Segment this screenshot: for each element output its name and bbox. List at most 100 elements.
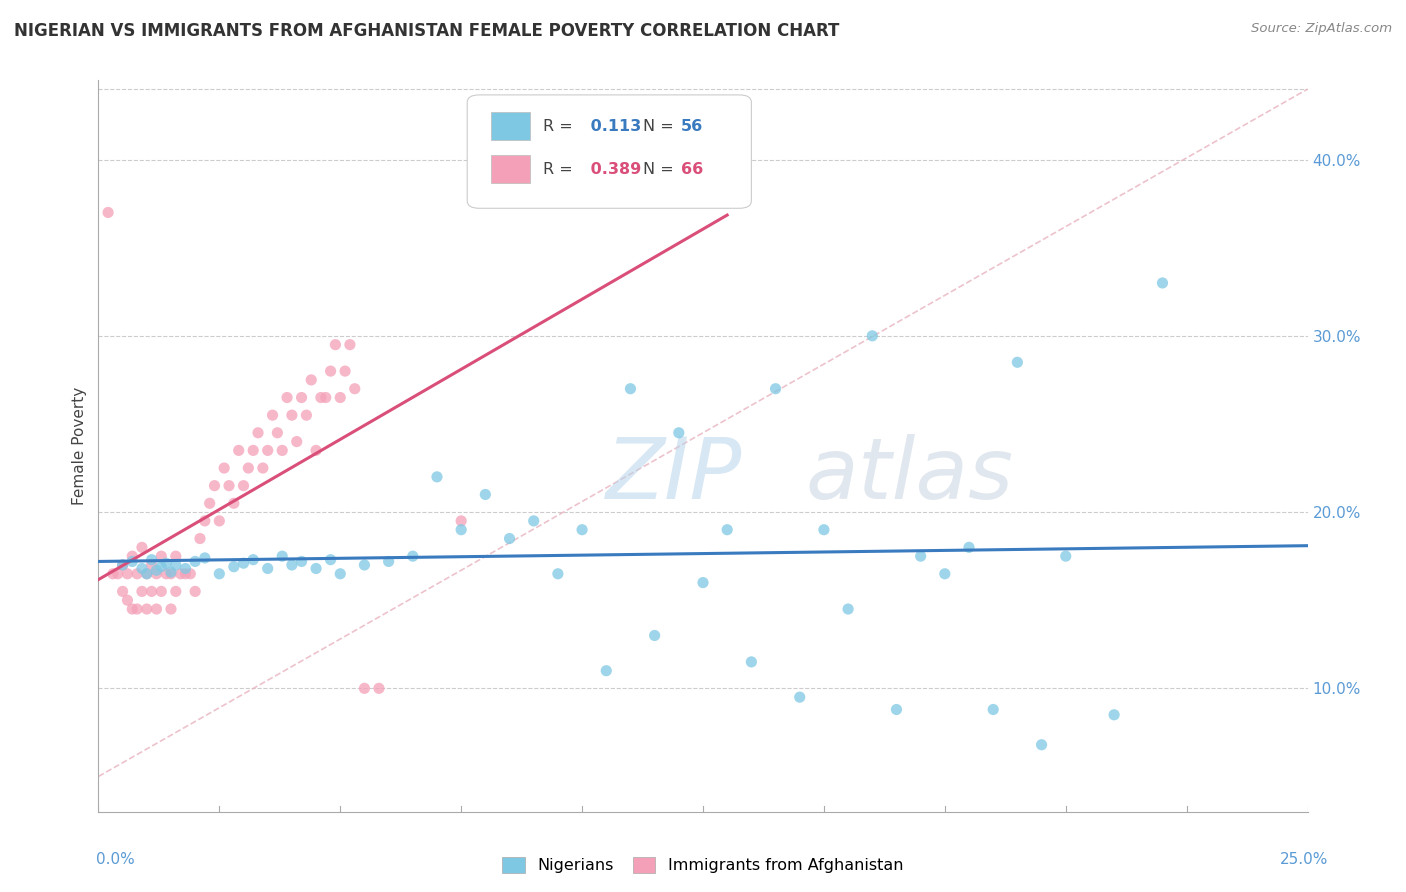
Point xyxy=(194,550,217,565)
Point xyxy=(377,554,399,568)
Point xyxy=(97,205,120,219)
Text: 0.113: 0.113 xyxy=(585,119,641,134)
Point xyxy=(155,566,177,581)
Point xyxy=(160,566,183,581)
Point xyxy=(208,566,231,581)
Point xyxy=(198,496,221,510)
Point xyxy=(111,558,134,572)
Point xyxy=(271,549,294,563)
Point xyxy=(155,556,177,570)
Point xyxy=(668,425,690,440)
Point xyxy=(765,382,787,396)
Point xyxy=(228,443,250,458)
Point xyxy=(165,558,187,572)
Point xyxy=(174,561,197,575)
Point xyxy=(595,664,617,678)
Point xyxy=(150,559,173,574)
Point xyxy=(276,391,298,405)
Point xyxy=(165,584,187,599)
Point xyxy=(319,552,342,566)
Point xyxy=(145,566,167,581)
Point xyxy=(290,554,312,568)
Point xyxy=(135,602,157,616)
Point xyxy=(315,391,337,405)
FancyBboxPatch shape xyxy=(492,155,530,183)
Point xyxy=(222,496,245,510)
Point xyxy=(402,549,425,563)
Point xyxy=(194,514,217,528)
Point xyxy=(141,584,163,599)
Point xyxy=(121,549,143,563)
Point xyxy=(860,329,883,343)
Point xyxy=(256,561,278,575)
Point xyxy=(290,391,312,405)
Point xyxy=(285,434,308,449)
Point xyxy=(131,561,153,575)
Point xyxy=(101,566,124,581)
Point xyxy=(117,593,139,607)
Point xyxy=(150,584,173,599)
FancyBboxPatch shape xyxy=(492,112,530,140)
Text: R =: R = xyxy=(543,119,574,134)
Point xyxy=(325,337,347,351)
Point xyxy=(218,478,240,492)
Point xyxy=(1007,355,1029,369)
Text: 56: 56 xyxy=(682,119,703,134)
Point xyxy=(957,541,980,555)
Text: 25.0%: 25.0% xyxy=(1281,852,1329,867)
Point xyxy=(150,549,173,563)
Point xyxy=(247,425,270,440)
Point xyxy=(329,391,352,405)
Point xyxy=(107,566,129,581)
Point xyxy=(141,552,163,566)
Point xyxy=(644,628,666,642)
Point xyxy=(131,541,153,555)
Point xyxy=(266,425,288,440)
Point xyxy=(716,523,738,537)
Point xyxy=(127,602,149,616)
Point xyxy=(981,702,1004,716)
Point xyxy=(242,552,264,566)
Point xyxy=(295,408,318,422)
Point xyxy=(135,566,157,581)
Text: 66: 66 xyxy=(682,162,703,177)
Point xyxy=(305,561,328,575)
Point xyxy=(353,681,375,696)
Text: atlas: atlas xyxy=(806,434,1014,516)
Point xyxy=(813,523,835,537)
Point xyxy=(184,584,207,599)
Point xyxy=(789,690,811,705)
FancyBboxPatch shape xyxy=(467,95,751,209)
Point xyxy=(179,566,201,581)
Point xyxy=(299,373,322,387)
Point xyxy=(242,443,264,458)
Point xyxy=(934,566,956,581)
Point xyxy=(232,478,254,492)
Text: R =: R = xyxy=(543,162,574,177)
Point xyxy=(256,443,278,458)
Text: ZIP: ZIP xyxy=(606,434,742,516)
Point xyxy=(141,558,163,572)
Point xyxy=(333,364,356,378)
Point xyxy=(474,487,496,501)
Point xyxy=(281,558,304,572)
Point xyxy=(450,523,472,537)
Point xyxy=(165,549,187,563)
Text: NIGERIAN VS IMMIGRANTS FROM AFGHANISTAN FEMALE POVERTY CORRELATION CHART: NIGERIAN VS IMMIGRANTS FROM AFGHANISTAN … xyxy=(14,22,839,40)
Point xyxy=(426,470,449,484)
Point xyxy=(232,556,254,570)
Legend: Nigerians, Immigrants from Afghanistan: Nigerians, Immigrants from Afghanistan xyxy=(496,850,910,880)
Point xyxy=(204,478,226,492)
Point xyxy=(368,681,391,696)
Text: N =: N = xyxy=(643,119,673,134)
Text: Source: ZipAtlas.com: Source: ZipAtlas.com xyxy=(1251,22,1392,36)
Point xyxy=(339,337,361,351)
Y-axis label: Female Poverty: Female Poverty xyxy=(72,387,87,505)
Point xyxy=(145,563,167,577)
Point xyxy=(343,382,366,396)
Point xyxy=(184,554,207,568)
Point xyxy=(319,364,342,378)
Point xyxy=(111,558,134,572)
Point xyxy=(169,566,191,581)
Point xyxy=(238,461,260,475)
